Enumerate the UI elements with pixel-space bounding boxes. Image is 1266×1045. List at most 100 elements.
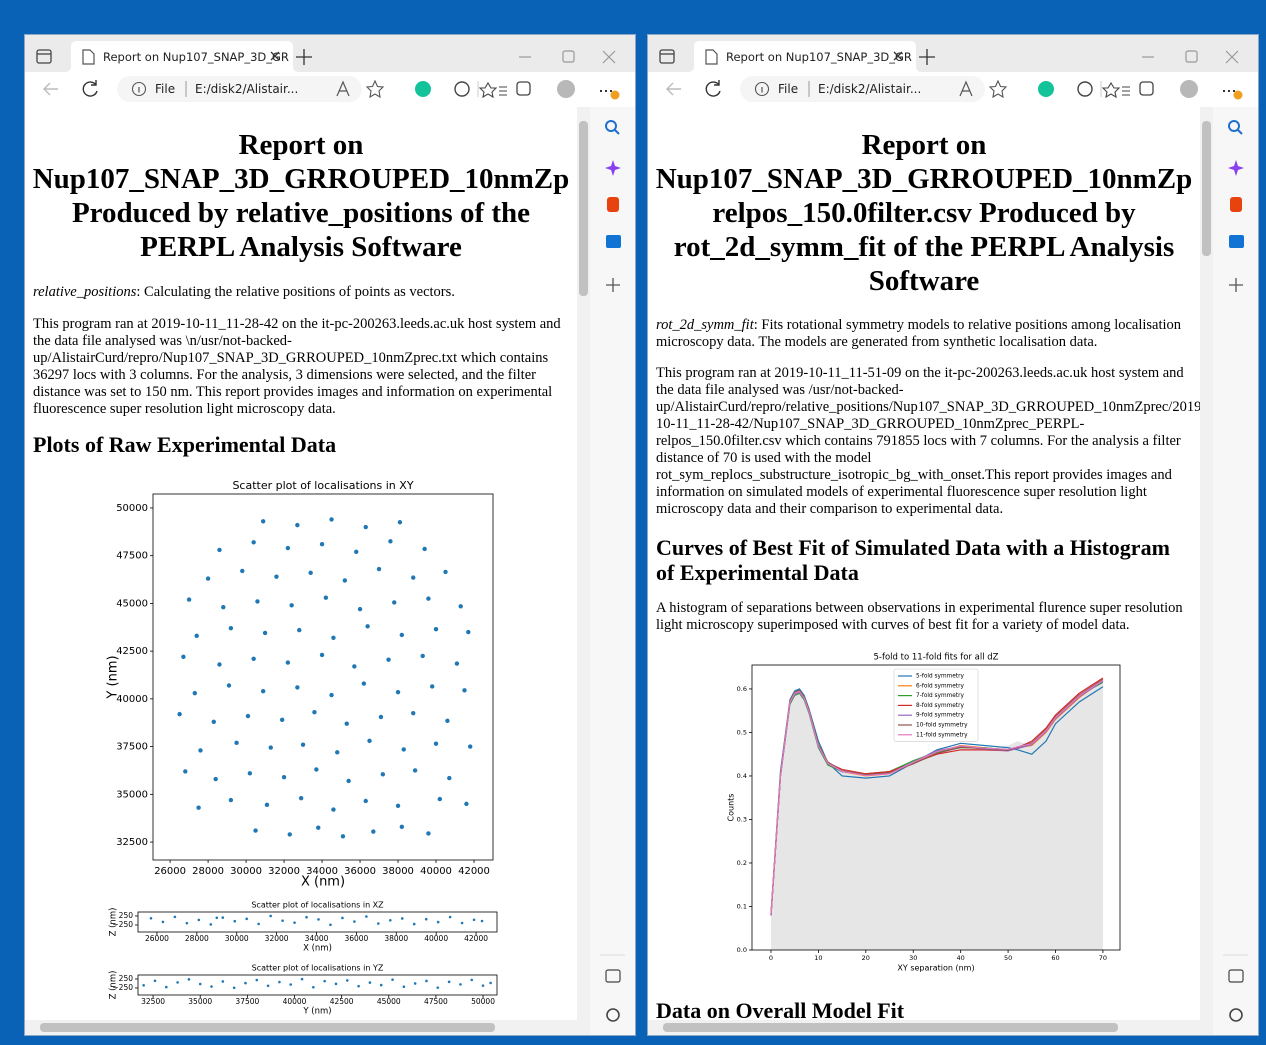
point	[301, 978, 304, 981]
point	[142, 984, 145, 987]
x-tick-label: 42500	[330, 997, 354, 1006]
point	[154, 979, 157, 982]
point	[470, 979, 473, 982]
horizontal-thumb[interactable]	[40, 1023, 495, 1032]
legend-label: 9-fold symmetry	[916, 713, 964, 719]
x-tick-label: 50	[1004, 954, 1012, 962]
point	[411, 711, 415, 715]
point	[233, 920, 236, 923]
x-tick-label: 30	[909, 954, 917, 962]
point	[194, 634, 198, 638]
point	[198, 748, 202, 752]
point	[354, 550, 358, 554]
grammarly[interactable]	[415, 81, 431, 97]
plot-frame	[138, 975, 497, 995]
section-heading: Data on Overall Model Fit	[656, 998, 1193, 1020]
browser-window: Report on Nup107_SNAP_3D_GRFileE:/disk2/…	[648, 35, 1258, 1035]
x-tick-label: 40000	[283, 997, 307, 1006]
run-details: This program ran at 2019-10-11_11-28-42 …	[33, 316, 570, 418]
x-tick-label: 42000	[464, 934, 488, 943]
x-tick-label: 34000	[305, 934, 329, 943]
point	[188, 978, 191, 981]
point	[316, 826, 320, 830]
x-tick-label: 32000	[268, 866, 300, 877]
x-tick-label: 30000	[225, 934, 249, 943]
point	[449, 916, 452, 919]
legend-label: 5-fold symmetry	[916, 674, 964, 680]
y-tick-label: 37500	[116, 742, 148, 753]
point	[312, 986, 315, 989]
more-badge	[611, 91, 620, 100]
y-tick-label: 0.2	[737, 859, 747, 867]
point	[357, 985, 360, 988]
point	[255, 979, 258, 982]
url-scheme: File	[155, 82, 175, 96]
point	[377, 567, 381, 571]
point	[267, 985, 270, 988]
horizontal-thumb[interactable]	[663, 1023, 1118, 1032]
point	[213, 777, 217, 781]
plot-frame	[153, 494, 493, 860]
x-tick-label: 26000	[154, 866, 186, 877]
point	[198, 919, 201, 922]
profile[interactable]	[557, 80, 575, 98]
point	[295, 685, 299, 689]
point	[402, 747, 406, 751]
point	[181, 655, 185, 659]
point	[323, 980, 326, 983]
point	[234, 741, 238, 745]
point	[186, 922, 189, 925]
point	[278, 981, 281, 984]
point	[426, 831, 430, 835]
point	[413, 923, 416, 926]
point	[253, 828, 257, 832]
chart-title: 5-fold to 11-fold fits for all dZ	[874, 653, 999, 663]
legend-label: 11-fold symmetry	[916, 732, 968, 738]
sidebar-outlook[interactable]	[606, 235, 621, 248]
point	[199, 983, 202, 986]
sidebar-office[interactable]	[1230, 197, 1242, 212]
point	[400, 633, 404, 637]
vertical-thumb[interactable]	[579, 121, 588, 296]
point	[288, 832, 292, 836]
point	[320, 542, 324, 546]
point	[448, 981, 451, 984]
point	[331, 636, 335, 640]
point	[381, 772, 385, 776]
point	[229, 798, 233, 802]
y-tick-label: 0.3	[737, 815, 747, 823]
point	[473, 918, 476, 921]
point	[369, 981, 372, 984]
y-tick-label: 0.4	[737, 772, 747, 780]
legend-label: 10-fold symmetry	[916, 723, 968, 729]
point	[255, 599, 259, 603]
page-content: Report on Nup107_SNAP_3D_GRROUPED_10nmZp…	[648, 107, 1200, 1020]
x-axis-label: X (nm)	[303, 944, 332, 954]
point	[482, 984, 485, 987]
point	[183, 769, 187, 773]
point	[209, 923, 212, 926]
point	[398, 520, 402, 524]
point	[289, 983, 292, 986]
section-heading: Plots of Raw Experimental Data	[33, 432, 570, 457]
point	[251, 540, 255, 544]
point	[437, 921, 440, 924]
report-title: Report on Nup107_SNAP_3D_GRROUPED_10nmZp…	[25, 128, 577, 264]
point	[301, 742, 305, 746]
y-tick-label: 47500	[116, 551, 148, 562]
sidebar-outlook[interactable]	[1229, 235, 1244, 248]
vertical-thumb[interactable]	[1202, 121, 1211, 256]
sidebar-office[interactable]	[607, 197, 619, 212]
point	[346, 979, 349, 982]
point	[425, 980, 428, 983]
x-tick-label: 38000	[382, 866, 414, 877]
x-tick-label: 45000	[377, 997, 401, 1006]
grammarly[interactable]	[1038, 81, 1054, 97]
tab-title: Report on Nup107_SNAP_3D_GR	[726, 50, 912, 64]
profile[interactable]	[1180, 80, 1198, 98]
point	[244, 982, 247, 985]
point	[345, 721, 349, 725]
point	[314, 767, 318, 771]
point	[396, 690, 400, 694]
point	[388, 539, 392, 543]
